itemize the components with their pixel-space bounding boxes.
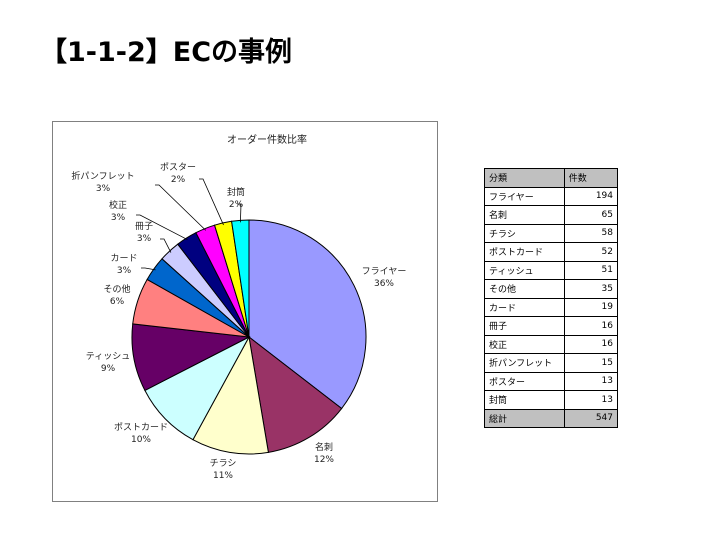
slice-percent: 6%	[110, 297, 125, 307]
slice-label: 封筒	[227, 186, 245, 198]
category-cell: ティッシュ	[484, 260, 565, 280]
table-row: カード 19	[484, 297, 619, 317]
count-cell: 58	[563, 223, 619, 243]
table-row: その他 35	[484, 279, 619, 299]
slice-label: 校正	[109, 199, 127, 211]
header-count: 件数	[563, 168, 619, 188]
table-header-row: 分類 件数	[484, 168, 619, 188]
table-row: 折パンフレット 15	[484, 353, 619, 373]
category-cell: チラシ	[484, 223, 565, 243]
leader-line	[155, 184, 207, 231]
count-cell: 16	[563, 316, 619, 336]
table-row: ポスター 13	[484, 371, 619, 391]
slice-label: ポスター	[160, 162, 196, 173]
count-cell: 13	[563, 371, 619, 391]
total-value: 547	[563, 408, 619, 428]
table-row: 封筒 13	[484, 390, 619, 410]
category-cell: その他	[484, 279, 565, 299]
slice-percent: 10%	[131, 435, 151, 445]
category-cell: フライヤー	[484, 186, 565, 206]
category-cell: 校正	[484, 334, 565, 354]
slice-label: その他	[103, 283, 130, 295]
slice-label: ティッシュ	[86, 351, 130, 362]
slice-percent: 3%	[96, 184, 111, 194]
category-cell: ポスター	[484, 371, 565, 391]
slice-label: 名刺	[315, 441, 333, 453]
count-cell: 13	[563, 390, 619, 410]
category-cell: ポストカード	[484, 242, 565, 262]
chart-title: オーダー件数比率	[227, 133, 307, 146]
count-cell: 65	[563, 205, 619, 225]
slice-percent: 36%	[374, 279, 394, 289]
leader-line	[141, 267, 156, 271]
slice-percent: 11%	[213, 471, 233, 481]
pie-chart-svg: オーダー件数比率 フライヤー 36% 名刺 12% チラシ 11% ポストカード 10% ティッ…	[71, 133, 407, 481]
slice-label: フライヤー	[362, 266, 407, 277]
slice-percent: 2%	[171, 175, 186, 185]
table-total-row: 総計 547	[484, 408, 619, 428]
slice-percent: 9%	[101, 364, 116, 374]
table-row: チラシ 58	[484, 223, 619, 243]
table-row: ポストカード 52	[484, 242, 619, 262]
category-cell: 折パンフレット	[484, 353, 565, 373]
pie-slice	[248, 219, 367, 410]
count-cell: 35	[563, 279, 619, 299]
table-row: 校正 16	[484, 334, 619, 354]
count-cell: 19	[563, 297, 619, 317]
leader-line	[237, 203, 242, 223]
table-row: ティッシュ 51	[484, 260, 619, 280]
slice-label: 折パンフレット	[71, 170, 134, 182]
count-cell: 52	[563, 242, 619, 262]
pie-slice	[192, 335, 269, 455]
count-cell: 51	[563, 260, 619, 280]
count-cell: 15	[563, 353, 619, 373]
slice-percent: 2%	[229, 200, 244, 210]
leader-line	[160, 238, 172, 253]
table-row: 名刺 65	[484, 205, 619, 225]
total-label: 総計	[484, 408, 565, 428]
slice-percent: 3%	[111, 213, 126, 223]
header-category: 分類	[484, 168, 565, 188]
category-cell: カード	[484, 297, 565, 317]
slice-percent: 3%	[117, 266, 132, 276]
table-row: 冊子 16	[484, 316, 619, 336]
category-cell: 冊子	[484, 316, 565, 336]
pie-slice	[248, 335, 343, 453]
order-count-table: 分類 件数 フライヤー 194 名刺 65 チラシ 58 ポストカード 52 ティッシュ 51 その…	[484, 168, 619, 428]
category-cell: 名刺	[484, 205, 565, 225]
slice-label: ポストカード	[114, 422, 168, 433]
table-row: フライヤー 194	[484, 186, 619, 206]
slice-percent: 3%	[137, 234, 152, 244]
page-title: 【1-1-2】ECの事例	[40, 37, 293, 68]
slice-label: 冊子	[135, 221, 153, 232]
slice-label: カード	[110, 253, 137, 264]
category-cell: 封筒	[484, 390, 565, 410]
count-cell: 16	[563, 334, 619, 354]
leader-line	[199, 178, 224, 226]
count-cell: 194	[563, 186, 619, 206]
slice-percent: 12%	[314, 455, 334, 465]
slice-label: チラシ	[210, 458, 237, 469]
pie-chart: オーダー件数比率 フライヤー 36% 名刺 12% チラシ 11% ポストカード 10% ティッ…	[52, 121, 438, 502]
leader-line	[136, 214, 188, 241]
